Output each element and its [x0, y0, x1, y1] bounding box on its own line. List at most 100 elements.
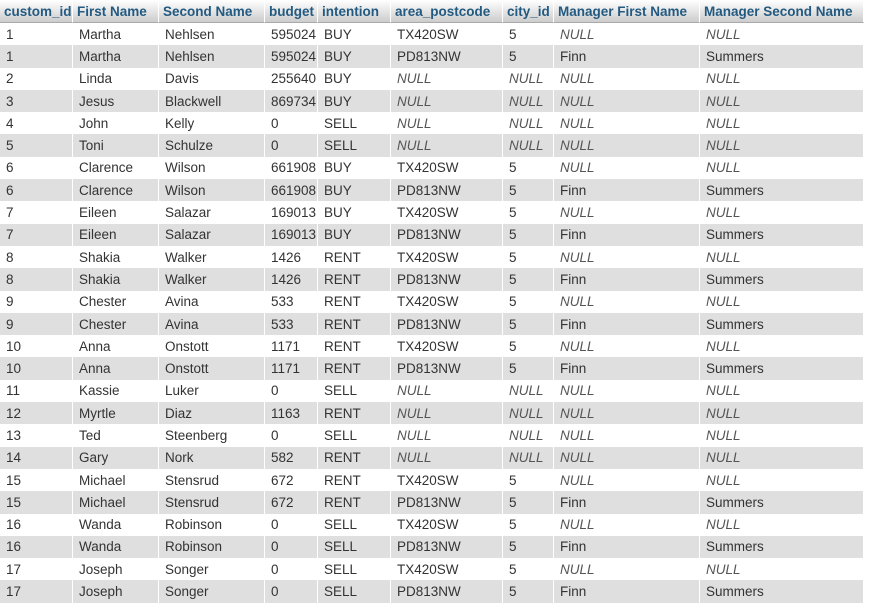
city-id-cell: 5: [503, 357, 554, 380]
intention-cell: SELL: [318, 558, 391, 581]
column-header-manager-second-name[interactable]: Manager Second Name: [700, 0, 864, 23]
first-name-cell: Chester: [73, 290, 159, 313]
table-row[interactable]: 2 Linda Davis 255640 BUY NULL NULL NULL NULL: [0, 67, 864, 90]
custom-id-cell: 6: [0, 156, 73, 180]
intention-cell: RENT: [318, 290, 391, 313]
table-row[interactable]: 8 Shakia Walker 1426 RENT PD813NW 5 Finn Summers: [0, 268, 864, 291]
area-postcode-cell: PD813NW: [391, 268, 503, 291]
area-postcode-cell: TX420SW: [391, 156, 503, 180]
second-name-cell: Avina: [159, 312, 265, 336]
table-row[interactable]: 11 Kassie Luker 0 SELL NULL NULL NULL NULL: [0, 379, 864, 403]
column-header-city-id[interactable]: city_id: [503, 0, 554, 23]
column-header-budget[interactable]: budget: [265, 0, 318, 23]
table-row[interactable]: 12 Myrtle Diaz 1163 RENT NULL NULL NULL NULL: [0, 402, 864, 425]
manager-first-name-cell: NULL: [554, 558, 700, 581]
area-postcode-cell: TX420SW: [391, 290, 503, 313]
manager-first-name-cell: NULL: [554, 67, 700, 90]
column-header-custom-id[interactable]: custom_id: [0, 0, 73, 23]
first-name-cell: Shakia: [73, 245, 159, 269]
budget-cell: 533: [265, 312, 318, 336]
budget-cell: 1426: [265, 245, 318, 269]
column-header-first-name[interactable]: First Name: [73, 0, 159, 23]
intention-cell: RENT: [318, 312, 391, 336]
table-row[interactable]: 15 Michael Stensrud 672 RENT PD813NW 5 Finn Summ…: [0, 491, 864, 514]
city-id-cell: NULL: [503, 379, 554, 403]
intention-cell: RENT: [318, 357, 391, 380]
table-row[interactable]: 17 Joseph Songer 0 SELL TX420SW 5 NULL NULL: [0, 558, 864, 581]
manager-first-name-cell: NULL: [554, 290, 700, 313]
table-row[interactable]: 1 Martha Nehlsen 595024 BUY TX420SW 5 NULL NULL: [0, 23, 864, 46]
table-row[interactable]: 10 Anna Onstott 1171 RENT TX420SW 5 NULL NULL: [0, 335, 864, 358]
column-header-manager-first-name[interactable]: Manager First Name: [554, 0, 700, 23]
second-name-cell: Davis: [159, 67, 265, 90]
column-header-second-name[interactable]: Second Name: [159, 0, 265, 23]
intention-cell: RENT: [318, 245, 391, 269]
manager-second-name-cell: Summers: [700, 268, 864, 291]
city-id-cell: 5: [503, 558, 554, 581]
table-row[interactable]: 8 Shakia Walker 1426 RENT TX420SW 5 NULL NULL: [0, 245, 864, 269]
second-name-cell: Robinson: [159, 535, 265, 559]
city-id-cell: 5: [503, 312, 554, 336]
table-row[interactable]: 16 Wanda Robinson 0 SELL TX420SW 5 NULL NULL: [0, 513, 864, 536]
intention-cell: SELL: [318, 112, 391, 135]
custom-id-cell: 13: [0, 424, 73, 447]
table-row[interactable]: 10 Anna Onstott 1171 RENT PD813NW 5 Finn Summers: [0, 357, 864, 380]
area-postcode-cell: NULL: [391, 402, 503, 425]
budget-cell: 672: [265, 491, 318, 514]
city-id-cell: 5: [503, 179, 554, 202]
table-row[interactable]: 17 Joseph Songer 0 SELL PD813NW 5 Finn Summers: [0, 580, 864, 603]
manager-first-name-cell: Finn: [554, 268, 700, 291]
table-row[interactable]: 13 Ted Steenberg 0 SELL NULL NULL NULL NULL: [0, 424, 864, 447]
column-header-intention[interactable]: intention: [318, 0, 391, 23]
intention-cell: BUY: [318, 179, 391, 202]
table-row[interactable]: 7 Eileen Salazar 169013 BUY TX420SW 5 NULL NULL: [0, 201, 864, 224]
second-name-cell: Nork: [159, 446, 265, 469]
first-name-cell: Myrtle: [73, 402, 159, 425]
first-name-cell: Wanda: [73, 513, 159, 536]
city-id-cell: NULL: [503, 446, 554, 469]
table-row[interactable]: 3 Jesus Blackwell 869734 BUY NULL NULL NULL NULL: [0, 89, 864, 113]
area-postcode-cell: TX420SW: [391, 513, 503, 536]
manager-first-name-cell: Finn: [554, 45, 700, 68]
manager-first-name-cell: NULL: [554, 245, 700, 269]
intention-cell: SELL: [318, 513, 391, 536]
budget-cell: 533: [265, 290, 318, 313]
table-row[interactable]: 6 Clarence Wilson 661908 BUY TX420SW 5 NULL NULL: [0, 156, 864, 180]
manager-first-name-cell: Finn: [554, 179, 700, 202]
table-row[interactable]: 5 Toni Schulze 0 SELL NULL NULL NULL NULL: [0, 134, 864, 157]
second-name-cell: Kelly: [159, 112, 265, 135]
second-name-cell: Songer: [159, 580, 265, 603]
table-row[interactable]: 1 Martha Nehlsen 595024 BUY PD813NW 5 Finn Summe…: [0, 45, 864, 68]
table-row[interactable]: 9 Chester Avina 533 RENT PD813NW 5 Finn Summers: [0, 312, 864, 336]
city-id-cell: NULL: [503, 89, 554, 113]
second-name-cell: Salazar: [159, 223, 265, 246]
area-postcode-cell: NULL: [391, 112, 503, 135]
manager-second-name-cell: Summers: [700, 312, 864, 336]
table-row[interactable]: 4 John Kelly 0 SELL NULL NULL NULL NULL: [0, 112, 864, 135]
table-row[interactable]: 14 Gary Nork 582 RENT NULL NULL NULL NULL: [0, 446, 864, 469]
table-row[interactable]: 9 Chester Avina 533 RENT TX420SW 5 NULL NULL: [0, 290, 864, 313]
table-row[interactable]: 16 Wanda Robinson 0 SELL PD813NW 5 Finn Summers: [0, 535, 864, 559]
column-header-area-postcode[interactable]: area_postcode: [391, 0, 503, 23]
manager-first-name-cell: Finn: [554, 223, 700, 246]
manager-second-name-cell: NULL: [700, 89, 864, 113]
second-name-cell: Robinson: [159, 513, 265, 536]
intention-cell: RENT: [318, 268, 391, 291]
manager-second-name-cell: NULL: [700, 335, 864, 358]
intention-cell: SELL: [318, 134, 391, 157]
table-row[interactable]: 7 Eileen Salazar 169013 BUY PD813NW 5 Finn Summe…: [0, 223, 864, 246]
table-row[interactable]: 15 Michael Stensrud 672 RENT TX420SW 5 NULL NULL: [0, 468, 864, 492]
first-name-cell: Joseph: [73, 580, 159, 603]
city-id-cell: 5: [503, 513, 554, 536]
budget-cell: 1171: [265, 335, 318, 358]
budget-cell: 0: [265, 379, 318, 403]
table-row[interactable]: 6 Clarence Wilson 661908 BUY PD813NW 5 Finn Summ…: [0, 179, 864, 202]
intention-cell: SELL: [318, 580, 391, 603]
manager-second-name-cell: NULL: [700, 134, 864, 157]
first-name-cell: Wanda: [73, 535, 159, 559]
second-name-cell: Steenberg: [159, 424, 265, 447]
second-name-cell: Onstott: [159, 357, 265, 380]
intention-cell: BUY: [318, 45, 391, 68]
manager-second-name-cell: Summers: [700, 179, 864, 202]
